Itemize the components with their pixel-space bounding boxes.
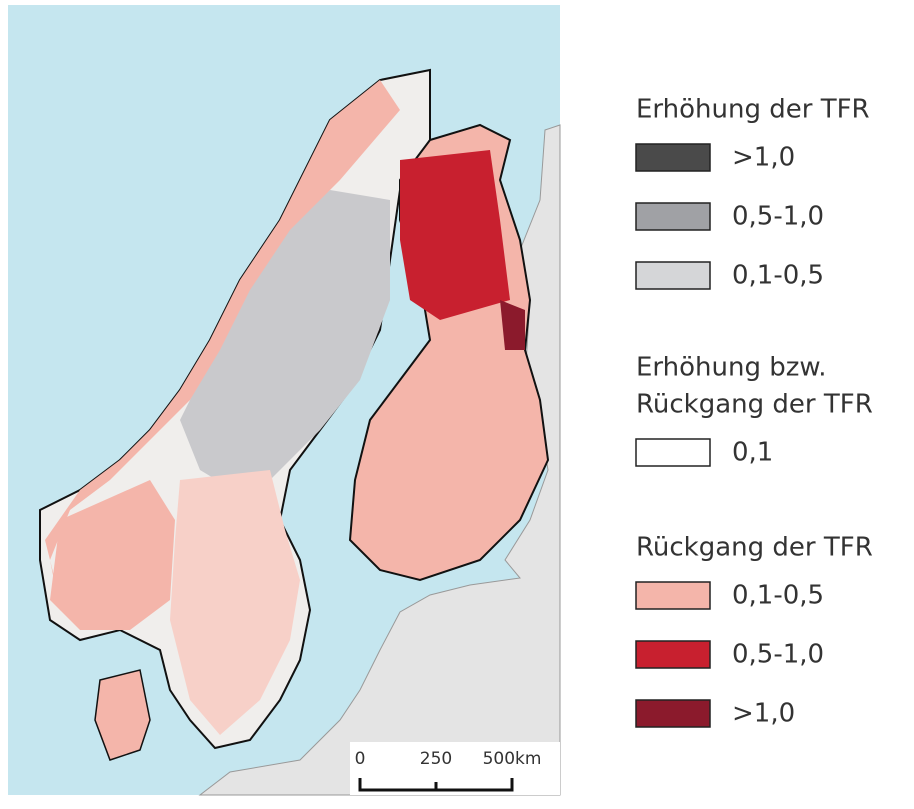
scale-box	[350, 742, 560, 795]
legend-label: 0,1-0,5	[732, 261, 824, 291]
legend-title: Erhöhung der TFR	[636, 95, 870, 125]
denmark	[94, 669, 151, 761]
norway-south	[50, 480, 175, 630]
legend-swatch	[635, 261, 711, 290]
legend-label: 0,1	[732, 438, 773, 468]
sweden-south	[170, 470, 300, 735]
finland-east	[500, 300, 525, 350]
legend-swatch	[635, 438, 711, 467]
finland-north	[400, 150, 510, 320]
sweden-north	[180, 190, 390, 500]
legend-title: Rückgang der TFR	[636, 533, 873, 563]
norway-coast	[45, 80, 400, 630]
scale-label: 250	[420, 749, 452, 769]
neighbor-land	[198, 124, 561, 796]
legend-label: >1,0	[732, 143, 795, 173]
map: 0 250 500km	[8, 5, 561, 796]
scale-label: 0	[355, 749, 366, 769]
legend-label: 0,5-1,0	[732, 202, 824, 232]
legend-swatch	[635, 640, 711, 669]
scale-label: 500km	[483, 749, 542, 769]
legend-swatch	[635, 202, 711, 231]
legend: Erhöhung der TFR >1,0 0,5-1,0 0,1-0,5 Erhöhu…	[635, 95, 873, 729]
legend-label: 0,1-0,5	[732, 581, 824, 611]
legend-label: >1,0	[732, 699, 795, 729]
legend-swatch	[635, 581, 711, 610]
legend-swatch	[635, 699, 711, 728]
legend-label: 0,5-1,0	[732, 640, 824, 670]
legend-title: Erhöhung bzw.	[636, 353, 827, 383]
legend-swatch	[635, 143, 711, 172]
legend-title: Rückgang der TFR	[636, 390, 873, 420]
